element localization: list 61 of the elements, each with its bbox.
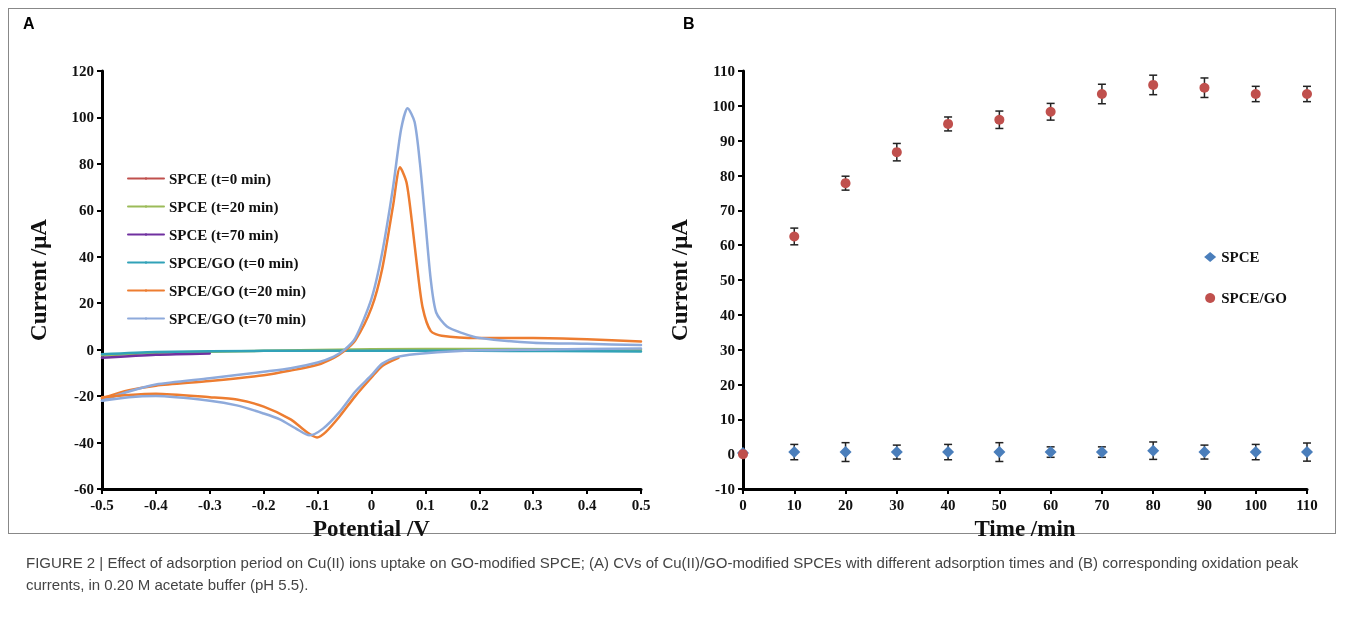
legend-label: SPCE/GO (t=70 min): [169, 310, 306, 328]
legend-label: SPCE/GO (t=0 min): [169, 254, 299, 272]
y-tick-label: 60: [79, 202, 94, 219]
y-tick-label: 10: [720, 411, 735, 428]
caption: FIGURE 2 | Effect of adsorption period on Cu(II) ions uptake on GO-modified SPCE; (A) CVs of Cu(II)/GO-modified SPCEs with different adsorption times and (B) corresponding oxidation peak currents, in 0.20 M acetate buffer (pH 5.5).: [26, 553, 1300, 595]
legend-label: SPCE/GO: [1221, 290, 1288, 306]
y-tick-label: 110: [713, 63, 735, 79]
x-tick-label: 20: [838, 496, 854, 513]
chart-title: A: [23, 14, 35, 32]
y-tick-label: 20: [79, 295, 94, 312]
x-tick-label: -0.2: [251, 496, 276, 513]
legend-label: SPCE: [1221, 249, 1260, 265]
x-tick-label: 80: [1145, 496, 1161, 513]
legend-label: SPCE (t=20 min): [169, 198, 279, 216]
x-tick-label: 0.4: [577, 496, 597, 513]
y-tick-label: 40: [79, 248, 94, 265]
y-tick-label: 0: [86, 341, 94, 358]
y-tick-label: 100: [712, 97, 735, 114]
x-axis-title: Potential /V: [313, 516, 431, 541]
x-tick-label: 0.5: [631, 496, 651, 513]
y-axis-title: Current /μA: [667, 218, 692, 341]
x-tick-label: 110: [1296, 496, 1318, 513]
x-tick-label: 0.1: [416, 496, 435, 513]
x-tick-label: -0.5: [90, 496, 114, 513]
y-tick-label: -20: [74, 388, 94, 405]
x-tick-label: 70: [1094, 496, 1110, 513]
x-tick-label: -0.1: [305, 496, 330, 513]
y-tick-label: 60: [720, 237, 735, 254]
x-tick-label: 90: [1196, 496, 1212, 513]
y-tick-label: 30: [720, 341, 735, 358]
legend-label: SPCE (t=0 min): [169, 170, 271, 188]
y-tick-label: -60: [74, 481, 94, 497]
y-tick-label: 20: [720, 376, 735, 393]
chart-title: B: [683, 14, 695, 32]
y-tick-label: 0: [727, 446, 735, 463]
x-tick-label: 60: [1043, 496, 1059, 513]
y-tick-label: 120: [71, 63, 94, 79]
x-tick-label: -0.4: [144, 496, 169, 513]
y-tick-label: -10: [715, 481, 735, 497]
legend-label: SPCE/GO (t=20 min): [169, 282, 306, 300]
x-tick-label: -0.3: [197, 496, 222, 513]
y-tick-label: 80: [79, 155, 94, 172]
x-tick-label: 30: [889, 496, 905, 513]
x-tick-label: 0: [367, 496, 376, 513]
y-tick-label: 100: [71, 109, 94, 126]
y-tick-label: 90: [720, 132, 735, 149]
y-axis-title: Current /μA: [26, 218, 51, 341]
x-tick-label: 100: [1244, 496, 1267, 513]
y-tick-label: 70: [720, 202, 735, 219]
x-tick-label: 0: [739, 496, 747, 513]
y-tick-label: 50: [720, 272, 735, 288]
y-tick-label: 80: [720, 167, 735, 184]
y-tick-label: 40: [720, 306, 735, 323]
x-tick-label: 10: [786, 496, 802, 513]
y-tick-label: -40: [74, 434, 94, 451]
x-tick-label: 40: [940, 496, 956, 513]
x-tick-label: 0.2: [469, 496, 489, 513]
legend-label: SPCE (t=70 min): [169, 226, 279, 244]
x-tick-label: 0.3: [523, 496, 543, 513]
x-tick-label: 50: [991, 496, 1007, 513]
x-axis-title: Time /min: [974, 516, 1076, 541]
